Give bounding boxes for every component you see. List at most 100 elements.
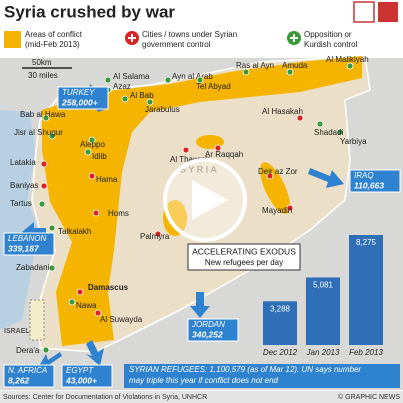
city-marker	[196, 76, 204, 84]
golan	[29, 299, 45, 341]
refugee-count: 340,252	[192, 329, 223, 339]
place-label: Yarbiya	[340, 137, 367, 146]
exodus-subtitle: New refugees per day	[205, 258, 283, 267]
bar	[349, 235, 383, 345]
refugee-box	[61, 364, 113, 388]
place-label: Ras al Ayn	[236, 61, 274, 70]
arrow	[86, 340, 104, 366]
refugee-country: TURKEY	[62, 88, 95, 97]
credit: © GRAPHIC NEWS	[338, 393, 400, 401]
city-marker	[121, 95, 129, 103]
city-marker	[242, 68, 250, 76]
place-label: Tel Abyad	[196, 82, 231, 91]
place-label: Deir az Zor	[258, 167, 298, 176]
refugee-box	[349, 169, 401, 193]
footer-text: may triple this year if conflict does no…	[129, 376, 279, 385]
city-marker	[92, 209, 100, 217]
city-marker	[84, 148, 92, 156]
place-label: Zabadani	[16, 263, 50, 272]
refugee-country: JORDAN	[191, 320, 225, 329]
city-marker	[146, 98, 154, 106]
refugee-country: N. AFRICA	[8, 366, 47, 375]
legend-label: Cities / towns under Syrian	[142, 30, 237, 39]
scale-label: 30 miles	[28, 71, 58, 80]
play-icon[interactable]	[192, 180, 228, 220]
footer-text: SYRIAN REFUGEES: 1,100,579 (as of Mar 12…	[129, 365, 361, 374]
sea	[0, 110, 38, 330]
icon	[353, 1, 375, 23]
city-marker	[286, 68, 294, 76]
place-label: Al Salama	[113, 72, 150, 81]
arrow	[308, 168, 344, 188]
place-label: Bab al Hawa	[20, 110, 66, 119]
city-marker	[38, 200, 46, 208]
place-label: Al Suwayda	[100, 315, 143, 324]
place-label: Al Thawrah	[170, 155, 210, 164]
city-marker	[40, 160, 48, 168]
refugee-box	[57, 86, 109, 110]
city-marker	[316, 120, 324, 128]
place-label: Baniyas	[10, 181, 38, 190]
refugee-count: 43,000+	[65, 375, 97, 385]
place-label: Jisr al Shugur	[14, 128, 63, 137]
exodus-title: ACCELERATING EXODUS	[192, 246, 296, 256]
exodus-box	[187, 243, 301, 271]
place-label: Amuda	[282, 61, 308, 70]
legend-icon	[128, 34, 136, 42]
city-marker	[48, 224, 56, 232]
city-marker	[182, 146, 190, 154]
city-marker	[286, 204, 294, 212]
city-marker	[40, 182, 48, 190]
scale-label: 50km	[32, 58, 52, 67]
place-label: Hama	[96, 175, 118, 184]
refugee-country: LEBANON	[8, 234, 46, 243]
city-marker	[68, 298, 76, 306]
category-label: Dec 2012	[263, 348, 298, 357]
city-marker	[164, 76, 172, 84]
place-label: Palmyra	[140, 232, 170, 241]
place-label: Shadadi	[314, 128, 344, 137]
category-label: Feb 2013	[349, 348, 383, 357]
city-marker	[214, 144, 222, 152]
conflict-area	[42, 56, 362, 346]
country-label: ISRAEL	[4, 328, 30, 335]
place-label: Ayn al Arab	[172, 72, 213, 81]
value-label: 3,288	[270, 304, 291, 313]
source-bar	[0, 391, 403, 403]
place-label: Tartus	[10, 199, 32, 208]
place-label: Al Hasakah	[262, 107, 303, 116]
city-marker	[104, 76, 112, 84]
place-label: Latakia	[10, 158, 36, 167]
refugee-box	[3, 232, 55, 256]
refugee-country: IRAQ	[354, 171, 374, 180]
place-label: Azaz	[113, 82, 131, 91]
conflict-area	[163, 200, 187, 236]
refugee-count: 258,000+	[61, 97, 98, 107]
refugee-count: 339,187	[8, 243, 40, 253]
value-label: 5,081	[313, 281, 334, 290]
place-label: Aleppo	[80, 140, 105, 149]
place-label: Homs	[108, 209, 129, 218]
place-label: Talkalakh	[58, 227, 91, 236]
country-label: S Y R I A	[180, 164, 217, 174]
sources: Sources: Center for Documentation of Vio…	[3, 394, 207, 401]
place-label: Al Malikiyah	[326, 55, 369, 64]
city-marker	[346, 62, 354, 70]
legend-label: Areas of conflict	[25, 30, 83, 39]
footer-box	[124, 364, 400, 388]
city-marker	[48, 264, 56, 272]
city-marker	[88, 172, 96, 180]
city-marker	[296, 114, 304, 122]
city-marker	[88, 136, 96, 144]
place-label: Ar Raqqah	[205, 150, 243, 159]
refugee-count: 8,262	[8, 375, 30, 385]
city-marker	[94, 309, 102, 317]
icon	[378, 2, 398, 22]
bar	[263, 301, 297, 345]
legend-label: government control	[142, 40, 211, 49]
legend-label: (mid-Feb 2013)	[25, 40, 80, 49]
refugee-box	[3, 364, 55, 388]
place-label: Mayadin	[262, 206, 292, 215]
legend-label: Opposition or	[304, 30, 352, 39]
